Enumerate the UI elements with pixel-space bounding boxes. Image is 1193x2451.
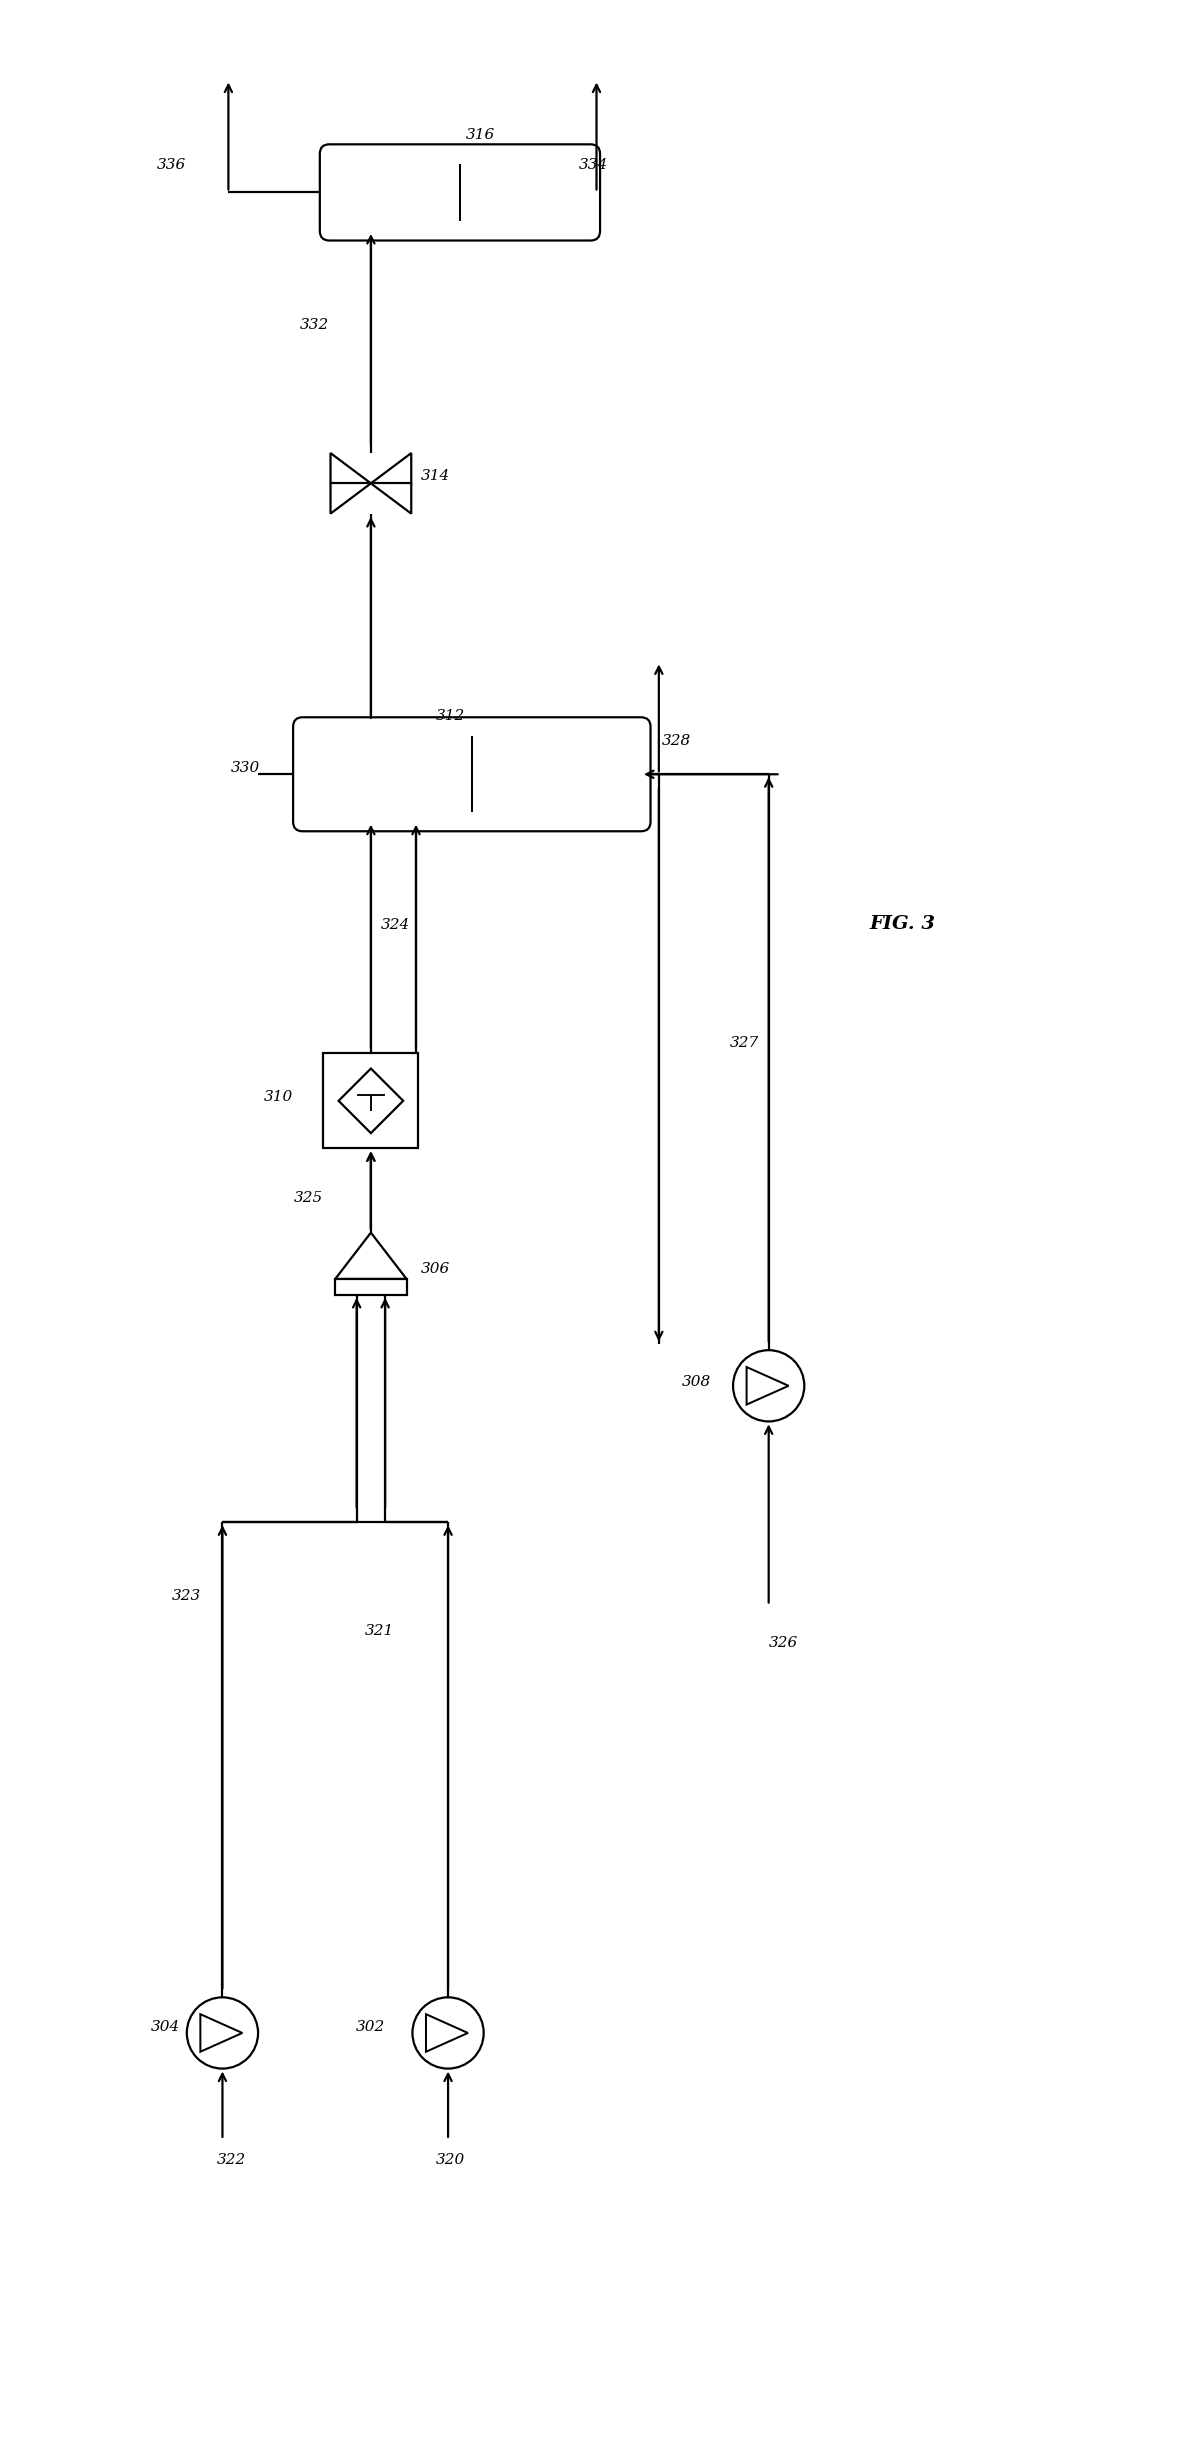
- FancyBboxPatch shape: [293, 718, 650, 831]
- Bar: [323, 1054, 419, 1150]
- Polygon shape: [335, 1233, 407, 1279]
- Text: 322: 322: [216, 2152, 246, 2167]
- Text: 336: 336: [157, 157, 186, 172]
- Text: 325: 325: [293, 1191, 323, 1206]
- Text: 332: 332: [299, 319, 329, 331]
- Text: 323: 323: [172, 1588, 200, 1603]
- Polygon shape: [200, 2015, 242, 2051]
- Text: 321: 321: [365, 1625, 394, 1637]
- Polygon shape: [371, 453, 412, 515]
- Text: 304: 304: [152, 2020, 180, 2034]
- Text: 308: 308: [682, 1375, 711, 1390]
- Text: 316: 316: [466, 127, 495, 142]
- Text: 312: 312: [437, 708, 465, 723]
- Text: FIG. 3: FIG. 3: [870, 914, 935, 934]
- Text: 320: 320: [437, 2152, 465, 2167]
- Text: 302: 302: [356, 2020, 384, 2034]
- Polygon shape: [747, 1368, 789, 1404]
- Polygon shape: [330, 453, 371, 515]
- Circle shape: [413, 1998, 483, 2069]
- Polygon shape: [426, 2015, 468, 2051]
- Text: 334: 334: [579, 157, 608, 172]
- Text: 330: 330: [230, 760, 260, 775]
- Text: 314: 314: [421, 468, 450, 483]
- Text: 306: 306: [421, 1262, 450, 1277]
- Bar: [335, 1279, 407, 1294]
- Text: 310: 310: [264, 1091, 293, 1103]
- Text: 324: 324: [381, 917, 409, 931]
- Circle shape: [187, 1998, 258, 2069]
- Circle shape: [733, 1351, 804, 1422]
- Text: 327: 327: [729, 1037, 759, 1051]
- Text: 326: 326: [768, 1637, 798, 1650]
- Polygon shape: [339, 1069, 403, 1132]
- Text: 328: 328: [662, 733, 691, 748]
- FancyBboxPatch shape: [320, 145, 600, 240]
